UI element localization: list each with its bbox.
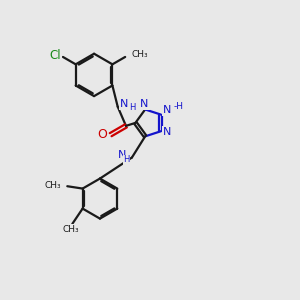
Text: N: N	[140, 99, 149, 109]
Text: O: O	[97, 128, 107, 141]
Text: N: N	[118, 150, 126, 160]
Text: CH₃: CH₃	[132, 50, 148, 59]
Text: N: N	[163, 105, 171, 115]
Text: H: H	[129, 103, 136, 112]
Text: H: H	[123, 155, 130, 164]
Text: N: N	[163, 127, 172, 137]
Text: N: N	[120, 99, 128, 110]
Text: -H: -H	[173, 102, 183, 111]
Text: CH₃: CH₃	[45, 181, 61, 190]
Text: Cl: Cl	[50, 49, 62, 62]
Text: CH₃: CH₃	[62, 225, 79, 234]
